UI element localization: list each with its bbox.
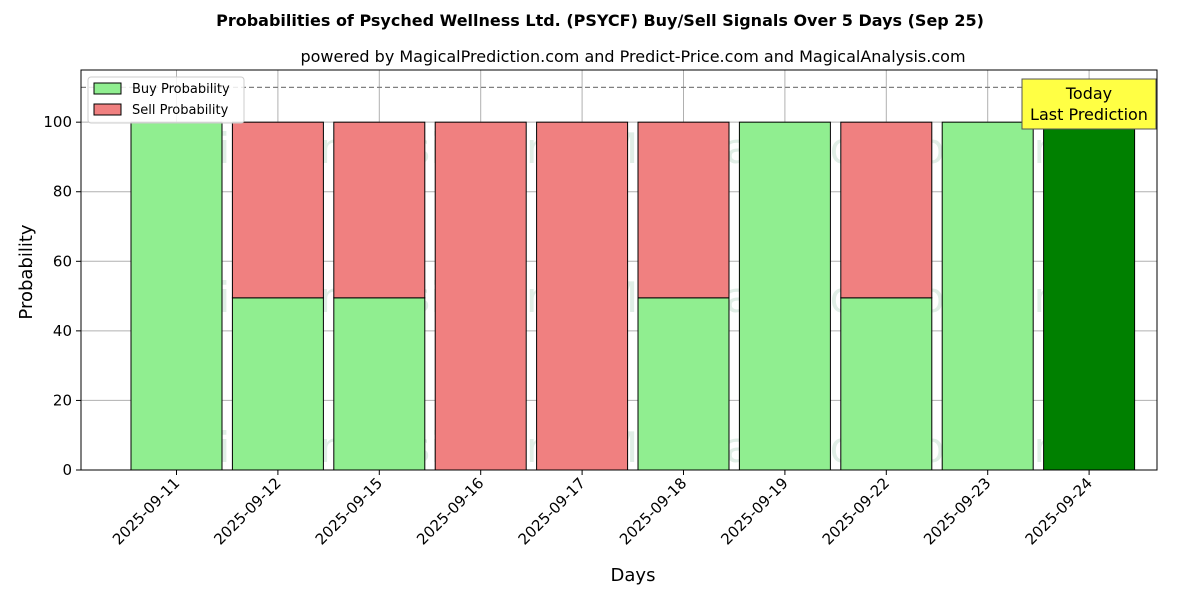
bar-buy [738,121,831,471]
x-tick-label: 2025-09-17 [515,474,589,548]
x-tick-label: 2025-09-11 [109,474,183,548]
bar-sell [231,121,324,299]
x-tick-label: 2025-09-24 [1022,474,1096,548]
bar-buy [333,297,426,471]
y-tick-label: 40 [53,322,72,340]
bar-sell [434,121,527,471]
x-tick-label: 2025-09-19 [717,474,791,548]
legend: Buy Probability Sell Probability [87,76,245,124]
bars [130,121,1136,471]
y-tick-label: 20 [53,391,72,409]
legend-box [87,76,245,124]
today-annotation: Today Last Prediction [1021,78,1157,130]
x-axis-ticks: 2025-09-11 2025-09-12 2025-09-15 2025-09-16… [109,470,1096,548]
x-tick-label: 2025-09-22 [819,474,893,548]
bar-buy [130,121,223,471]
legend-sell-swatch [93,103,122,116]
legend-sell-label: Sell Probability [132,103,229,118]
bar-buy [1043,121,1136,471]
x-tick-label: 2025-09-12 [210,474,284,548]
y-tick-label: 80 [53,183,72,201]
bar-buy [231,297,324,471]
chart-title: Probabilities of Psyched Wellness Ltd. (… [216,11,984,30]
chart-subtitle: powered by MagicalPrediction.com and Pre… [300,47,965,66]
bar-buy [840,297,933,471]
y-axis-label: Probability [16,224,37,319]
annotation-box [1021,78,1157,130]
y-axis-ticks: 0 20 40 60 80 100 [43,113,81,479]
bar-buy [637,297,730,471]
plot-frame [80,69,1158,471]
bar-sell [840,121,933,299]
x-tick-label: 2025-09-16 [413,474,487,548]
y-tick-label: 0 [62,461,72,479]
legend-buy-label: Buy Probability [132,82,230,97]
bar-buy [941,121,1034,471]
x-tick-label: 2025-09-18 [616,474,690,548]
x-axis-label: Days [611,565,656,586]
annotation-today: Today [1065,84,1112,103]
bar-sell [536,121,629,471]
x-tick-label: 2025-09-15 [312,474,386,548]
y-tick-label: 60 [53,252,72,270]
bar-sell [333,121,426,299]
bar-sell [637,121,730,299]
annotation-last-prediction: Last Prediction [1030,105,1148,124]
x-tick-label: 2025-09-23 [920,474,994,548]
y-tick-label: 100 [43,113,72,131]
legend-buy-swatch [93,82,122,95]
